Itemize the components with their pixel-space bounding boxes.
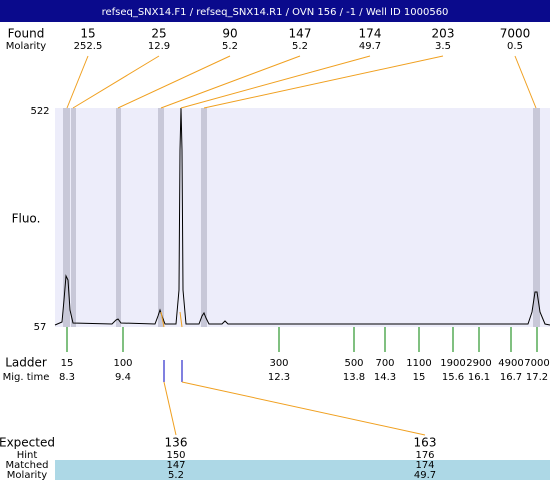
expected-matched: 174: [415, 460, 434, 471]
molarity-label: Molarity: [6, 41, 46, 52]
mig-time: 14.3: [374, 372, 396, 383]
found-size: 25: [151, 27, 166, 41]
expected-link: [163, 381, 177, 436]
mig-time: 15.6: [442, 372, 464, 383]
found-label: Found: [8, 27, 45, 41]
ladder-size: 1100: [406, 358, 431, 369]
trace: [54, 107, 550, 326]
matched-band: [55, 460, 550, 480]
ladder-size: 100: [113, 358, 132, 369]
found-size: 7000: [500, 27, 531, 41]
ladder-size: 500: [344, 358, 363, 369]
ladder-size: 700: [375, 358, 394, 369]
expected-hint: 176: [415, 450, 434, 461]
mig-time: 8.3: [59, 372, 75, 383]
ladder-size: 4900: [498, 358, 523, 369]
expected-molarity: 49.7: [414, 470, 436, 480]
ladder-label: Ladder: [5, 356, 47, 370]
expected-matched: 147: [166, 460, 185, 471]
peak-link: [203, 55, 444, 109]
mig-time: 16.1: [468, 372, 490, 383]
expected-expected: 136: [165, 436, 188, 450]
y-min: 57: [34, 322, 47, 333]
mig-time-label: Mig. time: [3, 372, 50, 383]
found-molarity: 12.9: [148, 41, 170, 52]
y-label: Fluo.: [12, 212, 41, 226]
ladder-size: 1900: [440, 358, 465, 369]
expected-molarity: 5.2: [168, 470, 184, 480]
found-size: 174: [359, 27, 382, 41]
peak-link: [514, 55, 537, 109]
ladder-size: 300: [269, 358, 288, 369]
title: refseq_SNX14.F1 / refseq_SNX14.R1 / OVN …: [102, 7, 449, 18]
found-size: 147: [289, 27, 312, 41]
found-molarity: 5.2: [292, 41, 308, 52]
expected-expected: 163: [414, 436, 437, 450]
mig-time: 17.2: [526, 372, 548, 383]
y-max: 522: [30, 106, 49, 117]
plot-area: [55, 108, 550, 327]
expected-row-label: Hint: [17, 450, 38, 461]
expected-link: [181, 381, 426, 436]
mig-time: 12.3: [268, 372, 290, 383]
expected-link-up: [179, 311, 183, 328]
ladder-size: 7000: [524, 358, 549, 369]
title-bar: [0, 0, 550, 22]
expected-row-label: Matched: [5, 460, 48, 471]
found-molarity: 3.5: [435, 41, 451, 52]
peak-link: [117, 55, 231, 109]
mig-time: 16.7: [500, 372, 522, 383]
found-size: 203: [432, 27, 455, 41]
found-size: 90: [222, 27, 237, 41]
peak-link: [180, 55, 371, 109]
expected-link-up: [160, 311, 165, 328]
mig-time: 13.8: [343, 372, 365, 383]
found-molarity: 49.7: [359, 41, 381, 52]
found-molarity: 252.5: [74, 41, 103, 52]
expected-row-label: Molarity: [7, 470, 47, 480]
found-size: 15: [80, 27, 95, 41]
expected-hint: 150: [166, 450, 185, 461]
mig-time: 9.4: [115, 372, 131, 383]
mig-time: 15: [413, 372, 426, 383]
ladder-size: 15: [61, 358, 74, 369]
peak-link: [66, 55, 89, 109]
ladder-size: 2900: [466, 358, 491, 369]
found-molarity: 5.2: [222, 41, 238, 52]
found-molarity: 0.5: [507, 41, 523, 52]
peak-link: [72, 55, 160, 109]
peak-link: [160, 55, 301, 109]
expected-row-label: Expected: [0, 436, 55, 450]
peak-bands: [63, 108, 540, 327]
